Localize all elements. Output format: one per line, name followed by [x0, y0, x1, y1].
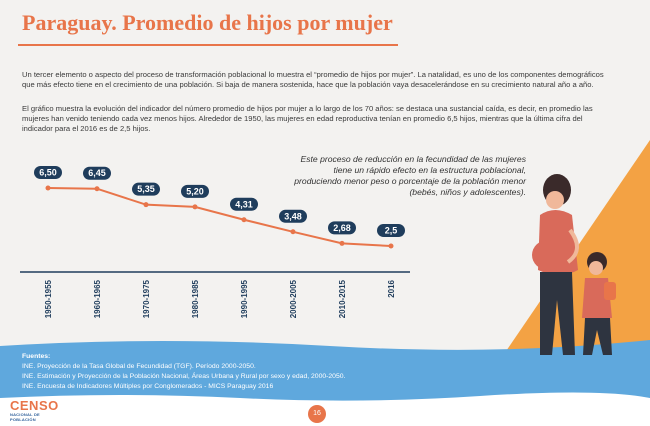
- sources-block: Fuentes: INE. Proyección de la Tasa Glob…: [22, 352, 442, 392]
- x-tick-label: 1970-1975: [142, 279, 151, 318]
- data-point: [45, 185, 51, 191]
- data-point: [388, 243, 394, 249]
- x-tick-label: 2000-2005: [289, 279, 298, 318]
- data-label: 2,68: [333, 223, 351, 233]
- data-point: [94, 186, 100, 192]
- data-label: 5,35: [137, 184, 155, 194]
- data-label-badge: [132, 182, 160, 196]
- data-label: 5,20: [186, 186, 204, 196]
- data-point: [143, 202, 149, 208]
- data-label-badge: [230, 197, 258, 211]
- x-tick-label: 1980-1985: [191, 279, 200, 318]
- source-item: INE. Proyección de la Tasa Global de Fec…: [22, 363, 256, 370]
- intro-paragraph-1: Un tercer elemento o aspecto del proceso…: [22, 70, 604, 89]
- x-tick-label: 1960-1965: [93, 279, 102, 318]
- child-illustration: [582, 252, 616, 355]
- data-point: [192, 204, 198, 210]
- data-label-badge: [328, 221, 356, 235]
- data-label: 6,50: [39, 168, 57, 178]
- logo-word: CENSO: [10, 398, 59, 413]
- data-label: 3,48: [284, 211, 302, 221]
- quote-text: Este proceso de reducción en la fecundid…: [294, 154, 526, 197]
- x-tick-label: 2010-2015: [338, 279, 347, 318]
- data-label-badge: [34, 166, 62, 179]
- page-title: Paraguay. Promedio de hijos por mujer: [22, 10, 393, 35]
- censo-logo: CENSO NACIONAL DE POBLACIÓN: [10, 398, 59, 422]
- logo-subtitle: NACIONAL DE POBLACIÓN: [10, 412, 40, 422]
- data-label-badge: [181, 184, 209, 198]
- data-label: 6,45: [88, 168, 106, 178]
- intro-paragraph-2: El gráfico muestra la evolución del indi…: [22, 104, 593, 133]
- data-label-badge: [83, 166, 111, 180]
- sources-label: Fuentes:: [22, 353, 51, 360]
- data-label-badge: [279, 209, 307, 223]
- data-label: 4,31: [235, 199, 253, 209]
- data-label-badge: [377, 224, 405, 237]
- mother-illustration: [532, 174, 579, 355]
- data-point: [241, 217, 247, 223]
- page-number: 16: [308, 405, 326, 423]
- data-point: [339, 240, 345, 246]
- x-tick-label: 2016: [387, 279, 396, 297]
- x-tick-label: 1990-1995: [240, 279, 249, 318]
- series-line: [47, 187, 392, 247]
- source-item: INE. Estimación y Proyección de la Pobla…: [22, 373, 346, 380]
- x-tick-label: 1950-1955: [44, 279, 53, 318]
- source-item: INE. Encuesta de Indicadores Múltiples p…: [22, 383, 274, 390]
- title-underline: [18, 44, 398, 46]
- data-point: [290, 229, 296, 235]
- data-label: 2,5: [385, 226, 398, 236]
